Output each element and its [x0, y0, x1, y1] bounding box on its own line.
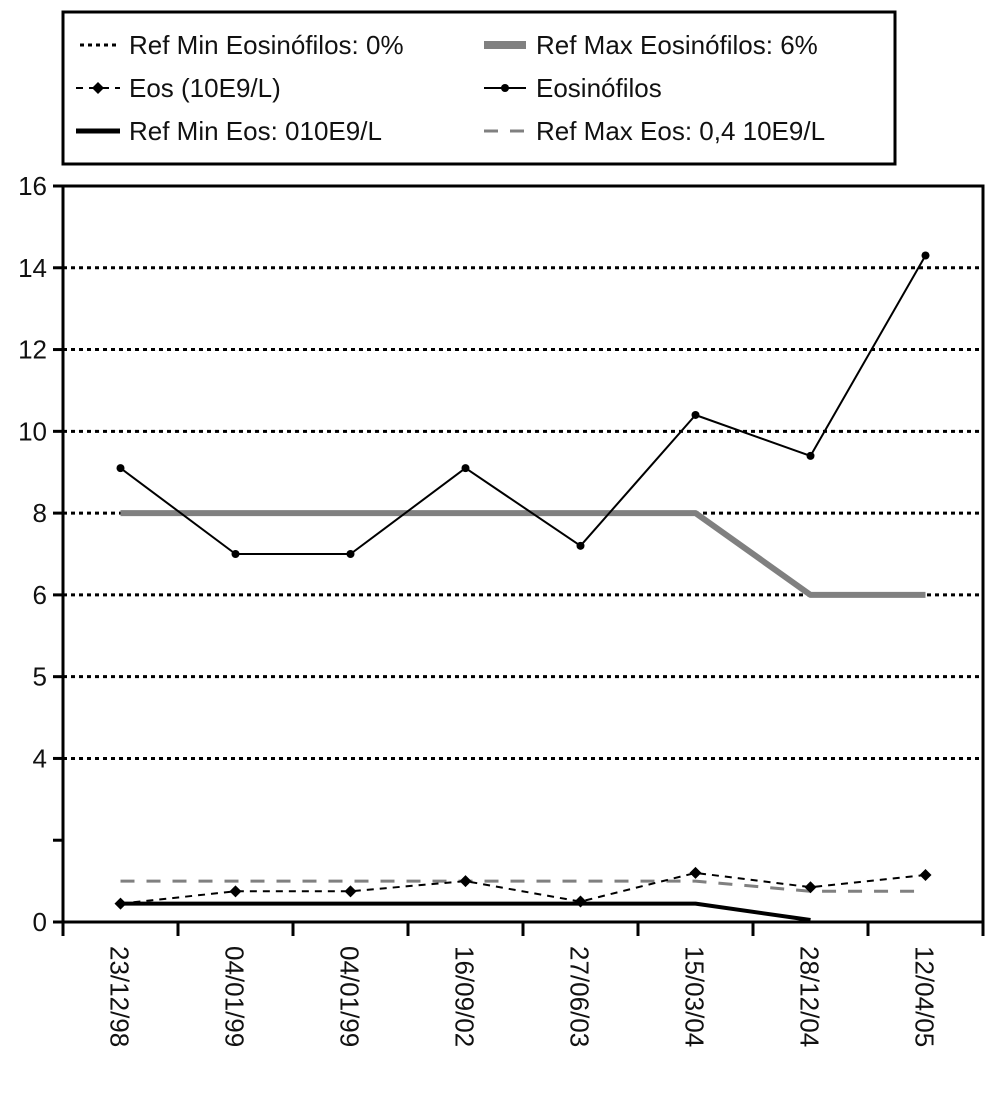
data-point-eosinofilos — [691, 410, 700, 419]
y-tick-label: 14 — [18, 253, 47, 283]
y-tick-label: 4 — [33, 743, 47, 773]
legend-frame — [61, 10, 897, 166]
data-point-eos — [919, 868, 932, 881]
data-point-eos — [574, 895, 587, 908]
y-tick-label: 5 — [33, 662, 47, 692]
series-line-ref-max-eos-0-4-10e9-l — [120, 879, 926, 893]
y-axis: 0 4 5 6 8 10 12 14 16 — [18, 171, 63, 937]
legend: Ref Min Eosinófilos: 0% Ref Max Eosinófi… — [61, 10, 897, 166]
data-point-eos — [459, 875, 472, 888]
data-point-eosinofilos — [576, 541, 585, 550]
y-tick-label: 6 — [33, 580, 47, 610]
x-axis: 23/12/98 04/01/99 04/01/99 16/09/02 27/06/03… — [61, 922, 985, 1047]
data-point-eos — [229, 885, 242, 898]
series-line-eos-10e9-l — [120, 871, 926, 905]
y-tick-label: 16 — [18, 171, 47, 201]
data-point-eos — [689, 866, 702, 879]
x-tick-label: 04/01/99 — [220, 946, 250, 1047]
y-tick-label: 10 — [18, 416, 47, 446]
data-point-eosinofilos — [116, 464, 125, 473]
legend-label-eosinofilos: Eosinófilos — [536, 73, 662, 103]
legend-label-ref-max-eosinofilos: Ref Max Eosinófilos: 6% — [536, 30, 818, 60]
series-layer — [114, 251, 932, 922]
legend-label-ref-max-eos: Ref Max Eos: 0,4 10E9/L — [536, 116, 825, 146]
legend-label-eos: Eos (10E9/L) — [129, 73, 281, 103]
data-point-eosinofilos — [921, 251, 930, 260]
series-line-ref-min-eos-010e9-l — [120, 901, 811, 922]
x-tick-label: 15/03/04 — [680, 946, 710, 1047]
legend-marker-eos — [92, 82, 104, 94]
series-line-ref-max-eosin-filos-6 — [120, 510, 926, 598]
y-tick-label: 8 — [33, 498, 47, 528]
data-point-eos — [804, 881, 817, 894]
data-point-eosinofilos — [806, 451, 815, 460]
x-tick-label: 16/09/02 — [450, 946, 480, 1047]
x-tick-label: 04/01/99 — [335, 946, 365, 1047]
x-tick-label: 27/06/03 — [565, 946, 595, 1047]
x-tick-label: 12/04/05 — [910, 946, 940, 1047]
data-point-eos — [114, 897, 127, 910]
data-point-eosinofilos — [231, 550, 240, 558]
legend-label-ref-min-eosinofilos: Ref Min Eosinófilos: 0% — [129, 30, 404, 60]
plot-frame — [61, 184, 985, 924]
legend-marker-eosinofilos — [501, 84, 509, 92]
x-tick-label: 23/12/98 — [105, 946, 135, 1047]
series-line-eosin-filos — [119, 255, 927, 555]
data-point-eos — [344, 885, 357, 898]
data-point-eosinofilos — [346, 550, 355, 558]
data-point-eosinofilos — [461, 464, 470, 473]
legend-label-ref-min-eos: Ref Min Eos: 010E9/L — [129, 116, 382, 146]
x-tick-label: 28/12/04 — [795, 946, 825, 1047]
y-tick-label: 0 — [33, 907, 47, 937]
y-tick-label: 12 — [18, 335, 47, 365]
